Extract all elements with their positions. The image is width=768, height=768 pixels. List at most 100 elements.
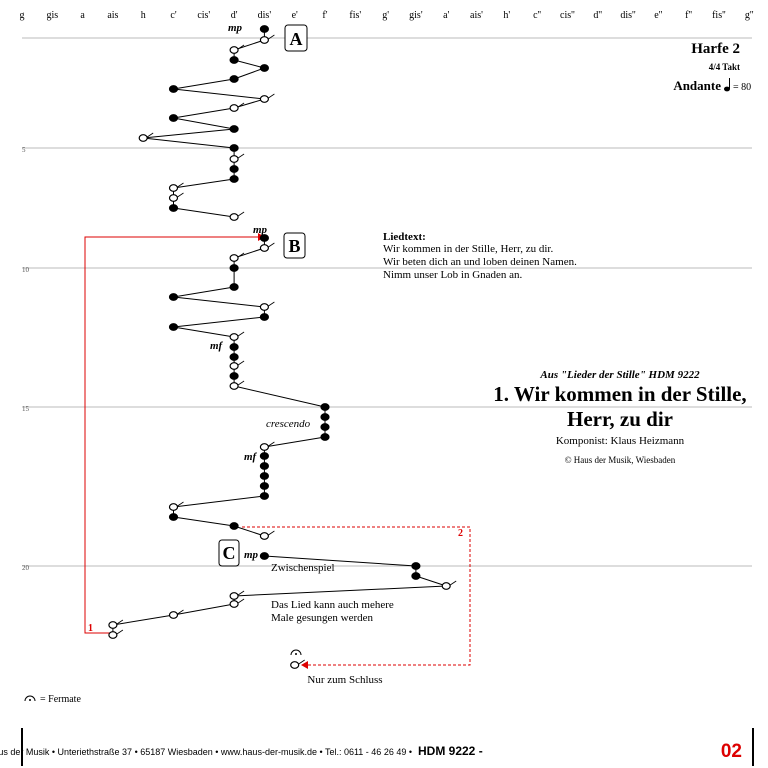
note-connector: [234, 585, 447, 597]
note-name: f'': [685, 10, 692, 21]
pedal-tick: [237, 331, 245, 337]
note-name: fis'': [712, 10, 726, 21]
note-name: e': [292, 10, 298, 21]
note: [320, 423, 330, 431]
tempo: Andante: [673, 78, 721, 93]
pedal-tick: [237, 598, 245, 604]
note: [229, 382, 239, 390]
bar-number: 20: [22, 564, 30, 572]
note-name: cis'': [560, 10, 575, 21]
note-name: g': [382, 10, 389, 21]
note: [168, 503, 179, 511]
note: [259, 552, 269, 560]
pedal-tick: [237, 153, 245, 159]
note-connector: [173, 516, 235, 527]
note-connector: [233, 385, 326, 408]
note: [411, 572, 421, 580]
note-connector: [173, 603, 235, 616]
source: Aus "Lieder der Stille" HDM 9222: [539, 369, 700, 381]
note: [108, 631, 118, 639]
repeat-note: Male gesungen werden: [271, 612, 374, 624]
pedal-tick: [237, 44, 245, 50]
copyright: © Haus der Musik, Wiesbaden: [565, 455, 676, 465]
pedal-tick: [237, 102, 245, 108]
note-connector: [173, 88, 265, 100]
lyrics-heading: Liedtext:: [383, 231, 426, 243]
note: [229, 372, 239, 380]
note-connector: [415, 575, 447, 587]
pedal-tick: [116, 629, 124, 635]
note: [168, 293, 179, 301]
dynamic: mf: [244, 451, 258, 463]
note: [229, 46, 239, 54]
note: [229, 175, 239, 183]
note-connector: [143, 137, 235, 149]
note-name: c': [170, 10, 176, 21]
note: [229, 155, 239, 163]
staff-lines: [22, 37, 752, 567]
note: [168, 204, 179, 212]
note: [259, 443, 269, 451]
note-name: dis'': [620, 10, 635, 21]
note: [229, 600, 239, 608]
note: [229, 343, 239, 351]
dynamic: mp: [228, 22, 243, 34]
pedal-tick: [268, 530, 275, 536]
pedal-tick: [237, 380, 245, 386]
note: [259, 492, 269, 500]
note: [229, 362, 239, 370]
note-name: gis: [46, 10, 58, 21]
fermata: [290, 649, 302, 656]
fermata-dot: [29, 699, 31, 701]
note: [259, 25, 269, 33]
pedal-tick: [268, 93, 275, 99]
jump-lines: [84, 233, 471, 669]
lyrics-line: Wir beten dich an und loben deinen Namen…: [383, 256, 577, 268]
note: [229, 165, 239, 173]
note: [229, 75, 239, 83]
note: [411, 562, 421, 570]
note: [441, 582, 451, 590]
page-number: 02: [721, 741, 742, 762]
note: [259, 462, 269, 470]
note: [168, 323, 179, 331]
note-connector: [173, 326, 235, 338]
note-name: dis': [258, 10, 272, 21]
note-name: f': [322, 10, 327, 21]
note: [259, 452, 269, 460]
note-connector: [112, 614, 174, 626]
note-name: gis': [409, 10, 423, 21]
note-connector: [143, 128, 235, 139]
note: [168, 194, 179, 202]
note-name: fis': [349, 10, 361, 21]
time-signature: 4/4 Takt: [709, 62, 740, 72]
interlude: Zwischenspiel: [271, 562, 335, 574]
rehearsal-box: [284, 24, 308, 52]
note: [320, 413, 330, 421]
pedal-tick: [268, 34, 275, 40]
quarter-note: [724, 86, 730, 92]
note: [229, 125, 239, 133]
rehearsal-mark: C: [223, 543, 236, 563]
footer-text: © 2025 Haus der Musik • Unteriethstraße …: [0, 747, 412, 757]
note: [138, 134, 148, 142]
pedal-tick: [268, 301, 275, 307]
title: Herr, zu dir: [567, 407, 673, 431]
pedal-tick: [268, 242, 275, 248]
note-name: d'': [593, 10, 602, 21]
fermata-dot: [295, 653, 297, 655]
instrument: Harfe 2: [691, 41, 740, 57]
note: [259, 244, 269, 252]
note: [168, 85, 179, 93]
note: [320, 433, 330, 441]
note-connector: [264, 436, 326, 448]
note-connector: [173, 316, 265, 328]
note-connector: [173, 117, 235, 130]
pedal-tick: [177, 501, 184, 507]
note: [259, 532, 269, 540]
note: [229, 592, 239, 600]
note: [229, 522, 239, 530]
footer-code: HDM 9222 -: [418, 744, 483, 758]
rehearsal-mark: A: [290, 29, 303, 49]
